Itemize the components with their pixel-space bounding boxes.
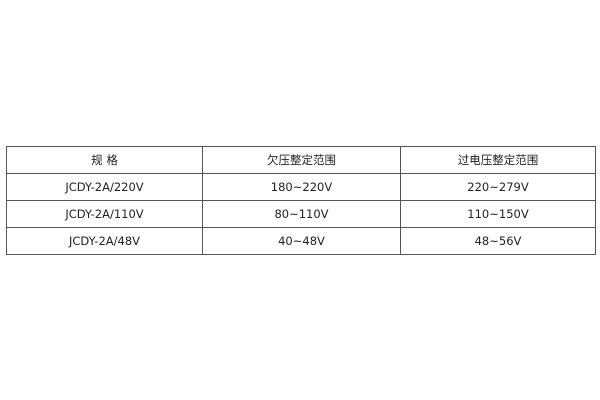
cell-spec: JCDY-2A/110V (6, 200, 203, 228)
cell-spec: JCDY-2A/48V (6, 227, 203, 255)
cell-undervoltage: 40~48V (202, 227, 401, 255)
table-header-row: 规 格 欠压整定范围 过电压整定范围 (6, 146, 596, 174)
table-row: JCDY-2A/48V 40~48V 48~56V (6, 227, 596, 255)
cell-undervoltage: 180~220V (202, 173, 401, 201)
spec-table: 规 格 欠压整定范围 过电压整定范围 JCDY-2A/220V 180~220V… (6, 146, 596, 255)
header-spec: 规 格 (6, 146, 203, 174)
header-overvoltage-range: 过电压整定范围 (400, 146, 596, 174)
cell-overvoltage: 48~56V (400, 227, 596, 255)
table-row: JCDY-2A/220V 180~220V 220~279V (6, 173, 596, 201)
cell-overvoltage: 220~279V (400, 173, 596, 201)
table-row: JCDY-2A/110V 80~110V 110~150V (6, 200, 596, 228)
cell-overvoltage: 110~150V (400, 200, 596, 228)
cell-undervoltage: 80~110V (202, 200, 401, 228)
header-undervoltage-range: 欠压整定范围 (202, 146, 401, 174)
cell-spec: JCDY-2A/220V (6, 173, 203, 201)
